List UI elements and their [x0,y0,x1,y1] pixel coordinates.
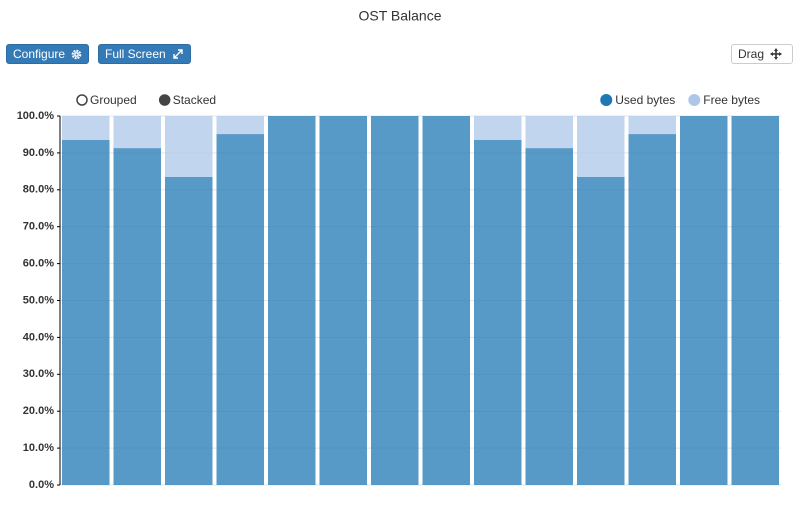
drag-button[interactable]: Drag [731,44,793,64]
bar-segment [731,116,779,485]
bar-segment [680,116,728,485]
bar-segment [165,116,213,177]
legend-label[interactable]: Free bytes [703,93,760,107]
bar-segment [113,148,161,485]
bar-segment [525,116,573,149]
y-tick-label: 70.0% [23,221,54,233]
legend-dot[interactable] [688,94,701,106]
move-icon [770,48,783,60]
label: Configure [13,47,66,61]
mode-label[interactable]: Stacked [173,93,216,107]
bar-segment [525,148,573,485]
bar-segment [216,134,264,485]
bar-segment [113,116,161,149]
y-tick-label: 40.0% [23,331,54,343]
y-tick-label: 20.0% [23,405,54,417]
bar-segment [628,134,676,485]
bar-segment [474,139,522,486]
bar-segment [577,116,625,177]
bar-segment [62,139,110,486]
legend-label[interactable]: Used bytes [615,93,675,107]
expand-icon [173,49,183,59]
label: Full Screen [105,47,166,61]
bar-segment [319,116,367,485]
mode-radio[interactable] [76,94,88,106]
fullscreen-button[interactable]: Full Screen [98,44,191,64]
gear-icon [71,49,82,59]
bar-segment [628,116,676,135]
bar-segment [216,116,264,135]
mode-label[interactable]: Grouped [90,93,137,107]
y-tick-label: 0.0% [29,479,54,491]
bar-segment [474,116,522,140]
bar-segment [165,176,213,485]
legend-dot[interactable] [600,94,613,106]
bar-segment [422,116,470,485]
label: Drag [738,47,765,61]
bar-segment [577,176,625,485]
chart-title: OST Balance [358,8,441,24]
y-tick-label: 100.0% [17,110,55,122]
bar-segment [62,116,110,140]
mode-radio[interactable] [158,94,171,106]
bar-segment [371,116,419,485]
y-tick-label: 60.0% [23,258,54,270]
y-tick-label: 30.0% [23,368,54,380]
y-tick-label: 80.0% [23,184,54,196]
y-tick-label: 50.0% [23,294,54,306]
y-tick-label: 10.0% [23,442,54,454]
bar-segment [268,116,316,485]
y-tick-label: 90.0% [23,147,54,159]
configure-button[interactable]: Configure [6,44,90,64]
